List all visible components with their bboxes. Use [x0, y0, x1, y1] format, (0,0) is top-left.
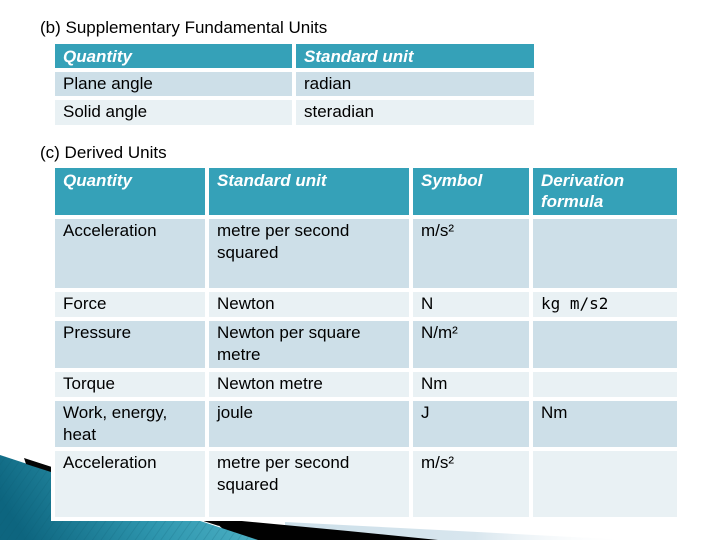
cell-quantity: Torque [55, 372, 205, 397]
cell-quantity: Acceleration [55, 219, 205, 288]
column-header-standard-unit: Standard unit [296, 44, 534, 68]
cell-standard-unit: metre per second squared [209, 451, 409, 517]
cell-derivation [533, 372, 677, 397]
table-row: Force Newton N kg m/s2 [55, 292, 677, 317]
supplementary-units-table: Quantity Standard unit Plane angle radia… [51, 40, 538, 129]
cell-quantity: Solid angle [55, 100, 292, 125]
section-c-title: (c) Derived Units [40, 143, 167, 162]
cell-standard-unit: Newton metre [209, 372, 409, 397]
cell-standard-unit: joule [209, 401, 409, 447]
cell-standard-unit: radian [296, 72, 534, 96]
cell-quantity: Work, energy, heat [55, 401, 205, 447]
cell-symbol: N [413, 292, 529, 317]
cell-quantity: Pressure [55, 321, 205, 368]
cell-derivation: kg m/s2 [533, 292, 677, 317]
table-row: Acceleration metre per second squared m/… [55, 219, 677, 288]
cell-derivation [533, 321, 677, 368]
cell-standard-unit: steradian [296, 100, 534, 125]
cell-symbol: Nm [413, 372, 529, 397]
table-row: Pressure Newton per square metre N/m² [55, 321, 677, 368]
cell-derivation: Nm [533, 401, 677, 447]
section-b-title: (b) Supplementary Fundamental Units [40, 18, 328, 37]
table-row: Acceleration metre per second squared m/… [55, 451, 677, 517]
cell-derivation [533, 219, 677, 288]
table-row: Work, energy, heat joule J Nm [55, 401, 677, 447]
column-header-derivation-formula: Derivation formula [533, 168, 677, 215]
cell-quantity: Acceleration [55, 451, 205, 517]
column-header-quantity: Quantity [55, 44, 292, 68]
cell-quantity: Force [55, 292, 205, 317]
column-header-quantity: Quantity [55, 168, 205, 215]
cell-symbol: m/s² [413, 219, 529, 288]
table-row: Plane angle radian [55, 72, 534, 96]
column-header-symbol: Symbol [413, 168, 529, 215]
table-header-row: Quantity Standard unit Symbol Derivation… [55, 168, 677, 215]
cell-symbol: m/s² [413, 451, 529, 517]
cell-standard-unit: Newton per square metre [209, 321, 409, 368]
derived-units-table: Quantity Standard unit Symbol Derivation… [51, 164, 681, 521]
pale-wedge-shape [285, 522, 630, 540]
cell-derivation [533, 451, 677, 517]
table-header-row: Quantity Standard unit [55, 44, 534, 68]
column-header-standard-unit: Standard unit [209, 168, 409, 215]
cell-quantity: Plane angle [55, 72, 292, 96]
black-wedge-shape [210, 518, 438, 540]
table-row: Solid angle steradian [55, 100, 534, 125]
cell-standard-unit: Newton [209, 292, 409, 317]
cell-standard-unit: metre per second squared [209, 219, 409, 288]
cell-symbol: N/m² [413, 321, 529, 368]
table-row: Torque Newton metre Nm [55, 372, 677, 397]
cell-symbol: J [413, 401, 529, 447]
